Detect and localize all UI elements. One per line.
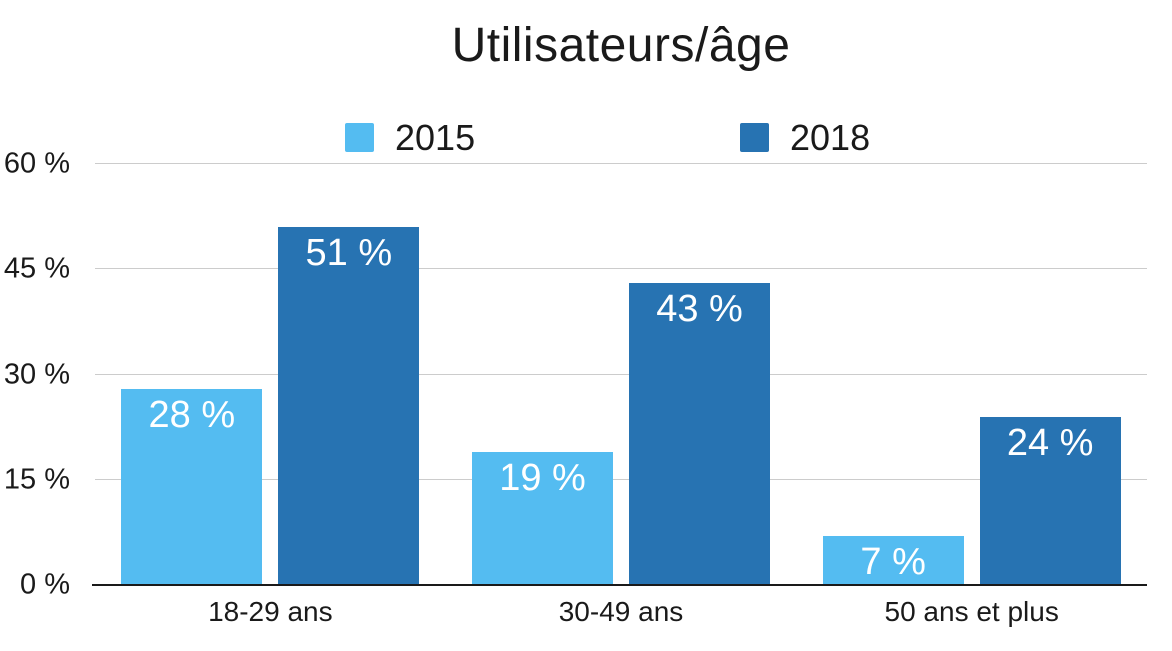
y-axis-labels: 0 % 15 % 30 % 45 % 60 % [0,148,70,601]
x-category-label-30-49-ans: 30-49 ans [558,596,684,627]
y-tick-label-45: 45 % [3,252,70,285]
bar-value-label: 24 % [1006,421,1094,464]
bar-value-label: 19 % [499,456,586,499]
x-axis-labels: 18-29 ans 30-49 ans 50 ans et plus [95,596,1147,628]
legend-label-2015: 2015 [395,117,476,158]
x-category-label-50-ans-et-plus: 50 ans et plus [884,596,1059,627]
gridline-30 [95,373,1147,375]
y-tick-label-0: 0 % [20,568,70,601]
bar-2015-50-ans-et-plus: 7 % [822,535,964,585]
bar-value-label: 43 % [656,288,743,331]
bar-group-50-ans-et-plus: 7 % 24 % [796,164,1147,585]
y-tick-label-30: 30 % [3,358,70,390]
plot-area: 28 % 51 % 19 % 43 % 7 % 24 % [92,163,1147,586]
legend-label-2018: 2018 [790,117,871,158]
y-tick-label-60: 60 % [3,147,70,180]
chart-title: Utilisateurs/âge [451,19,791,72]
legend-item-2018: 2018 [740,117,871,158]
gridline-15 [95,478,1147,480]
legend-swatch-2018 [740,123,769,152]
x-axis-line [92,584,1147,586]
bar-value-label: 7 % [860,540,926,583]
gridline-60 [95,163,1147,164]
bar-2018-30-49-ans: 43 % [629,283,770,585]
gridline-45 [95,268,1147,270]
bar-group-30-49-ans: 19 % 43 % [446,164,797,585]
bar-2015-18-29-ans: 28 % [121,388,263,585]
bar-value-label: 28 % [148,393,236,436]
y-tick-label-15: 15 % [3,463,70,496]
bar-group-18-29-ans: 28 % 51 % [95,164,446,585]
x-category-label-18-29-ans: 18-29 ans [208,596,333,627]
bar-2018-18-29-ans: 51 % [278,227,420,585]
bar-2018-50-ans-et-plus: 24 % [979,416,1121,585]
legend-swatch-2015 [345,123,374,152]
bar-2015-30-49-ans: 19 % [472,451,613,585]
bar-value-label: 51 % [305,232,393,275]
legend-item-2015: 2015 [345,117,476,158]
bar-groups: 28 % 51 % 19 % 43 % 7 % 24 % [95,164,1147,585]
